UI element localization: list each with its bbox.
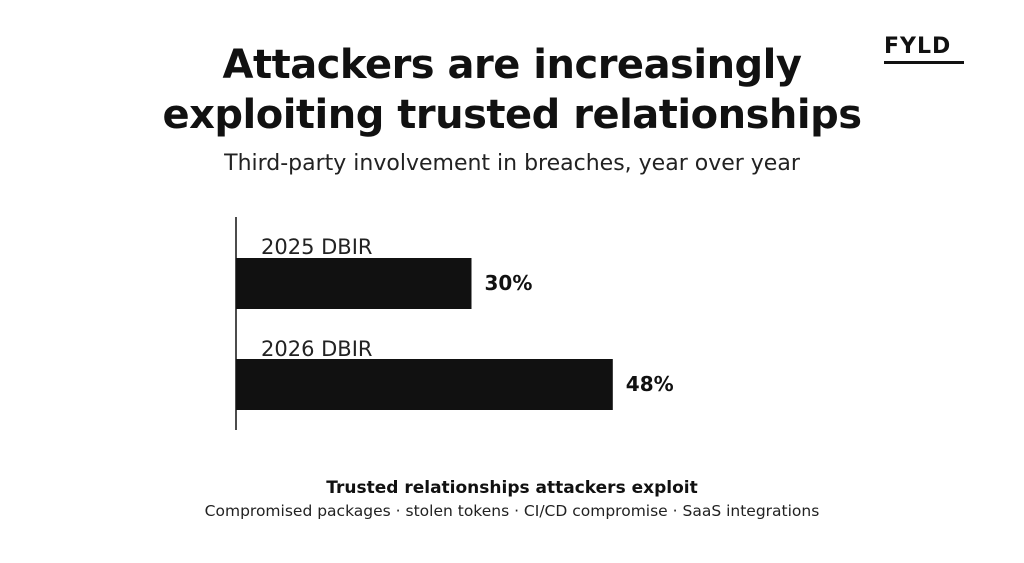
category-label: 2026 DBIR	[261, 337, 372, 361]
category-label: 2025 DBIR	[261, 235, 372, 259]
bar-value-label: 30%	[485, 271, 533, 295]
chart-title-line-1: Attackers are increasingly	[222, 42, 802, 88]
fyld-logo: FYLD	[884, 36, 968, 66]
bar-value-label: 48%	[626, 372, 674, 396]
bar	[236, 359, 613, 410]
footer-title: Trusted relationships attackers exploit	[326, 478, 698, 498]
chart-subtitle: Third-party involvement in breaches, yea…	[224, 151, 800, 176]
footer-text: Compromised packages · stolen tokens · C…	[204, 502, 820, 520]
logo-text: FYLD	[884, 34, 952, 59]
chart-title-line-2: exploiting trusted relationships	[162, 92, 862, 138]
bar	[236, 258, 472, 309]
logo-underline	[884, 61, 964, 64]
chart-title: Attackers are increasingly exploiting tr…	[0, 40, 1024, 140]
